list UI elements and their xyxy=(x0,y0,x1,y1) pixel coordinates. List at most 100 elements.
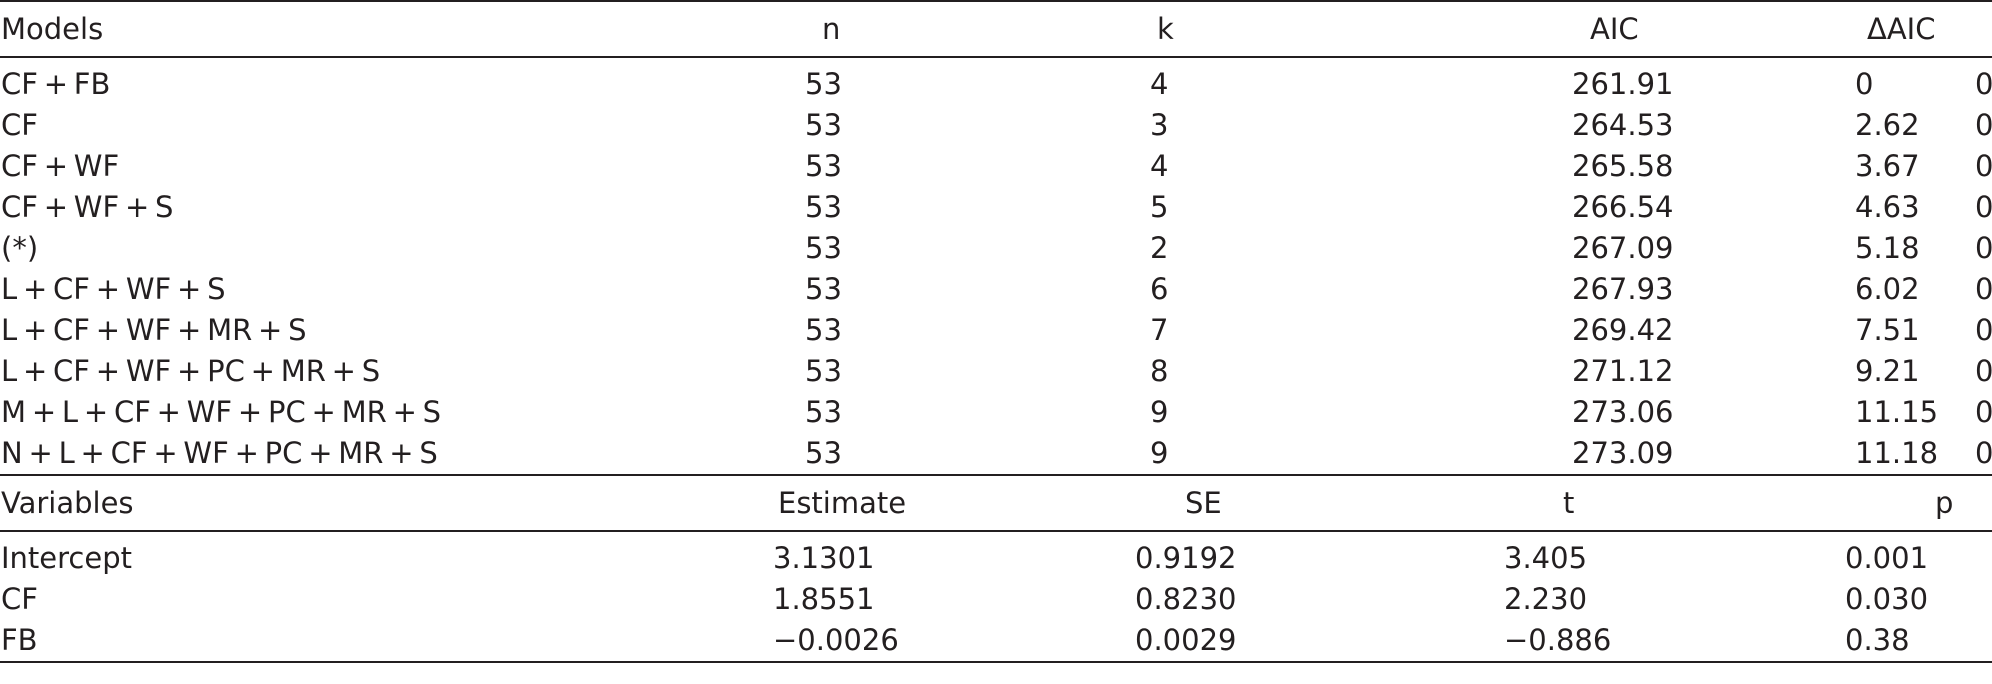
model-k-cell: 2 xyxy=(1150,231,1169,265)
table-row: CF + WF 53 4 265.58 3.67 0.09 xyxy=(0,146,1992,187)
variable-name-cell: FB xyxy=(1,623,38,657)
table-row: CF 53 3 264.53 2.62 0.16 xyxy=(0,105,1992,146)
model-selection-table: Models n k AIC ΔAIC w CF + FB534261.9100… xyxy=(0,1,1992,662)
variable-p-cell: 0.030 xyxy=(1845,582,1929,616)
model-w-cell: 0.09 xyxy=(1975,149,1992,183)
model-name-cell: L + CF + WF + PC + MR + S xyxy=(1,354,381,388)
table-row: Intercept 3.1301 0.9192 3.405 0.001 xyxy=(0,538,1992,579)
table-row: FB −0.0026 0.0029 −0.886 0.38 xyxy=(0,620,1992,662)
model-name-cell: (*) xyxy=(1,231,39,265)
header-se: SE xyxy=(1185,486,1222,520)
models-body: CF + FB 53 4 261.91 0 0.59 CF 53 3 264.53 2.62 0.16… xyxy=(0,64,1992,475)
model-aic-cell: 269.42 xyxy=(1572,313,1674,347)
model-n-cell: 53 xyxy=(805,272,842,306)
table-row: CF + WF + S 53 5 266.54 4.63 0.06 xyxy=(0,187,1992,228)
model-k-cell: 4 xyxy=(1150,149,1169,183)
table-row: N + L + CF + WF + PC + MR + S 53 9 273.09 11… xyxy=(0,433,1992,475)
model-name-cell: M + L + CF + WF + PC + MR + S xyxy=(1,395,442,429)
model-w-cell: 0.01 xyxy=(1975,313,1992,347)
model-delta-aic-cell: 5.18 xyxy=(1855,231,1920,265)
model-k-cell: 3 xyxy=(1150,108,1169,142)
model-name-cell: CF xyxy=(1,108,38,142)
header-p: p xyxy=(1935,486,1954,520)
model-delta-aic-cell: 2.62 xyxy=(1855,108,1920,142)
model-delta-aic-cell: 3.67 xyxy=(1855,149,1920,183)
model-w-cell: 0.00 xyxy=(1975,395,1992,429)
table-row: L + CF + WF + PC + MR + S 53 8 271.12 9.21 0.… xyxy=(0,351,1992,392)
variables-body: Intercept 3.1301 0.9192 3.405 0.001 CF 1.8551 0… xyxy=(0,538,1992,662)
header-variables: Variables xyxy=(1,486,134,520)
model-delta-aic-cell: 7.51 xyxy=(1855,313,1920,347)
model-n-cell: 53 xyxy=(805,436,842,470)
model-w-cell: 0.04 xyxy=(1975,231,1992,265)
variable-estimate-cell: 3.1301 xyxy=(773,541,875,575)
model-delta-aic-cell: 6.02 xyxy=(1855,272,1920,306)
model-name-cell: L + CF + WF + S xyxy=(1,272,226,306)
model-name-cell: CF + FB xyxy=(1,67,111,101)
model-aic-cell: 273.09 xyxy=(1572,436,1674,470)
model-n-cell: 53 xyxy=(805,395,842,429)
variable-t-cell: −0.886 xyxy=(1504,623,1612,657)
variables-header-row: Variables Estimate SE t p xyxy=(0,475,1992,531)
model-n-cell: 53 xyxy=(805,149,842,183)
variable-se-cell: 0.8230 xyxy=(1135,582,1237,616)
model-w-cell: 0.16 xyxy=(1975,108,1992,142)
model-n-cell: 53 xyxy=(805,231,842,265)
table-row: CF 1.8551 0.8230 2.230 0.030 xyxy=(0,579,1992,620)
model-k-cell: 6 xyxy=(1150,272,1169,306)
model-k-cell: 7 xyxy=(1150,313,1169,347)
variable-name-cell: Intercept xyxy=(1,541,132,575)
model-name-cell: N + L + CF + WF + PC + MR + S xyxy=(1,436,438,470)
table-row: L + CF + WF + MR + S 53 7 269.42 7.51 0.01 xyxy=(0,310,1992,351)
model-w-cell: 0.06 xyxy=(1975,190,1992,224)
model-k-cell: 8 xyxy=(1150,354,1169,388)
table-row: L + CF + WF + S 53 6 267.93 6.02 0.03 xyxy=(0,269,1992,310)
header-models: Models xyxy=(1,12,104,46)
variable-t-cell: 3.405 xyxy=(1504,541,1588,575)
variable-estimate-cell: 1.8551 xyxy=(773,582,875,616)
model-n-cell: 53 xyxy=(805,108,842,142)
model-n-cell: 53 xyxy=(805,190,842,224)
header-t: t xyxy=(1563,486,1575,520)
model-delta-aic-cell: 0 xyxy=(1855,67,1874,101)
header-gap-2 xyxy=(0,531,1992,538)
model-delta-aic-cell: 11.18 xyxy=(1855,436,1939,470)
model-k-cell: 9 xyxy=(1150,436,1169,470)
table-row: CF + FB 53 4 261.91 0 0.59 xyxy=(0,64,1992,105)
header-delta-aic: ΔAIC xyxy=(1867,12,1936,46)
model-w-cell: 0.59 xyxy=(1975,67,1992,101)
variable-estimate-cell: −0.0026 xyxy=(773,623,899,657)
model-k-cell: 4 xyxy=(1150,67,1169,101)
variable-p-cell: 0.38 xyxy=(1845,623,1910,657)
model-delta-aic-cell: 4.63 xyxy=(1855,190,1920,224)
header-gap xyxy=(0,57,1992,64)
model-k-cell: 5 xyxy=(1150,190,1169,224)
header-k: k xyxy=(1157,12,1174,46)
model-name-cell: L + CF + WF + MR + S xyxy=(1,313,307,347)
model-aic-cell: 271.12 xyxy=(1572,354,1674,388)
model-w-cell: 0.01 xyxy=(1975,354,1992,388)
model-aic-cell: 261.91 xyxy=(1572,67,1674,101)
model-name-cell: CF + WF + S xyxy=(1,190,174,224)
model-name-cell: CF + WF xyxy=(1,149,120,183)
variable-t-cell: 2.230 xyxy=(1504,582,1588,616)
model-aic-cell: 273.06 xyxy=(1572,395,1674,429)
model-w-cell: 0.03 xyxy=(1975,272,1992,306)
model-aic-cell: 267.09 xyxy=(1572,231,1674,265)
header-n: n xyxy=(822,12,841,46)
table-row: (*) 53 2 267.09 5.18 0.04 xyxy=(0,228,1992,269)
model-aic-cell: 266.54 xyxy=(1572,190,1674,224)
header-estimate: Estimate xyxy=(778,486,907,520)
variable-name-cell: CF xyxy=(1,582,38,616)
model-aic-cell: 267.93 xyxy=(1572,272,1674,306)
model-aic-cell: 265.58 xyxy=(1572,149,1674,183)
models-header-row: Models n k AIC ΔAIC w xyxy=(0,1,1992,57)
model-delta-aic-cell: 9.21 xyxy=(1855,354,1920,388)
model-delta-aic-cell: 11.15 xyxy=(1855,395,1939,429)
variable-se-cell: 0.0029 xyxy=(1135,623,1237,657)
model-w-cell: 0.00 xyxy=(1975,436,1992,470)
variable-p-cell: 0.001 xyxy=(1845,541,1929,575)
header-aic: AIC xyxy=(1590,12,1639,46)
model-n-cell: 53 xyxy=(805,313,842,347)
